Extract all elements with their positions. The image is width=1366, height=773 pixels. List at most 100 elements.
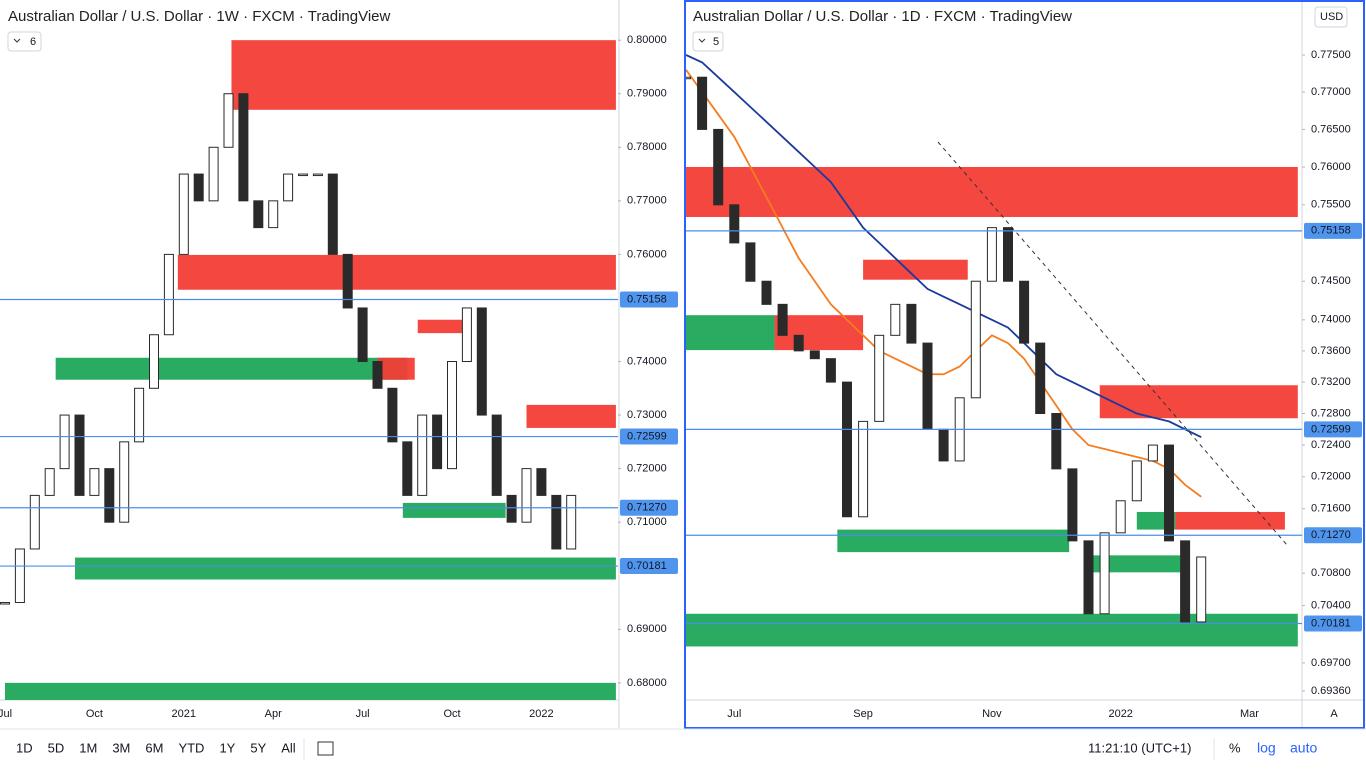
charts: 0.80000 0.79000 0.78000 0.77000 0.76000 0.740…: [0, 34, 1362, 720]
price-axis: 0.77500 0.77000 0.76500 0.76000 0.75500 0.745…: [727, 49, 1362, 720]
y-tick-label: 0.78000: [627, 141, 667, 153]
zone: [55, 357, 408, 380]
auto-scale-button[interactable]: A: [1330, 708, 1338, 720]
indicator-badge[interactable]: [7, 31, 42, 52]
candle: [312, 173, 323, 177]
level-label: 0.75158: [1311, 225, 1351, 237]
level-label: 0.72599: [627, 430, 667, 442]
candle: [357, 307, 368, 363]
candle: [761, 280, 772, 305]
candle: [1051, 413, 1062, 470]
range-buttons: 1D 5D 1M 3M 6M YTD 1Y 5Y All: [16, 740, 296, 755]
level-label: 0.71270: [627, 502, 667, 514]
candle: [1067, 468, 1078, 542]
candle: [178, 173, 189, 255]
candle: [986, 227, 997, 282]
x-tick-label: Oct: [443, 708, 460, 720]
price-axis: 0.80000 0.79000 0.78000 0.77000 0.76000 0.740…: [0, 34, 678, 720]
candle: [74, 414, 85, 496]
range-button[interactable]: 1D: [16, 740, 33, 755]
candle: [193, 173, 204, 202]
indicator-badge[interactable]: [692, 31, 724, 52]
moving-average: [686, 69, 1202, 498]
y-tick-label: 0.69700: [1311, 657, 1351, 669]
range-button[interactable]: YTD: [178, 740, 204, 755]
level-label-bg: [1304, 615, 1362, 632]
range-button[interactable]: 3M: [112, 740, 130, 755]
zone: [774, 315, 864, 351]
chart-title: Australian Dollar / U.S. Dollar · 1W · F…: [8, 8, 390, 25]
clock: 11:21:10 (UTC+1): [1088, 740, 1191, 755]
y-tick-label: 0.69360: [1311, 685, 1351, 697]
candle: [906, 303, 917, 344]
level-label-bg: [1304, 222, 1362, 239]
header-bg: [688, 2, 1088, 32]
range-button[interactable]: All: [281, 740, 296, 755]
currency-button[interactable]: [1314, 6, 1348, 28]
candle: [1083, 540, 1094, 615]
zone: [402, 502, 506, 518]
candle: [858, 420, 869, 518]
x-tick-label: Jul: [356, 708, 370, 720]
y-tick-label: 0.73000: [627, 409, 667, 421]
range-button[interactable]: 5D: [48, 740, 65, 755]
y-tick-label: 0.76000: [627, 248, 667, 260]
indicator-count[interactable]: 5: [713, 36, 719, 48]
candle: [0, 602, 10, 605]
y-tick-label: 0.77500: [1311, 49, 1351, 61]
moving-average: [686, 54, 1202, 438]
indicator-count[interactable]: 6: [30, 36, 36, 48]
zone: [231, 40, 616, 110]
header-bg: [0, 2, 380, 32]
y-tick-label: 0.72400: [1311, 439, 1351, 451]
candle: [342, 253, 353, 309]
candle: [476, 307, 487, 416]
candle: [44, 468, 55, 496]
zone: [377, 357, 415, 380]
candle: [551, 494, 562, 550]
candle: [729, 204, 740, 244]
candle: [890, 303, 901, 336]
log-button[interactable]: log: [1257, 740, 1276, 756]
candle: [29, 494, 40, 550]
candle: [432, 414, 443, 470]
candle: [874, 334, 885, 422]
auto-button[interactable]: auto: [1290, 740, 1317, 756]
level-label-bg: [620, 499, 678, 516]
candle: [268, 200, 279, 229]
level-label-bg: [620, 558, 678, 575]
candle: [149, 334, 159, 389]
level-label: 0.72599: [1311, 423, 1351, 435]
y-tick-label: 0.68000: [627, 677, 667, 689]
calendar-icon[interactable]: [317, 741, 334, 756]
y-tick-label: 0.80000: [627, 34, 667, 46]
candle: [970, 280, 981, 399]
candle: [134, 387, 145, 443]
range-button[interactable]: 6M: [145, 740, 163, 755]
x-tick-label: Nov: [982, 708, 1002, 720]
y-tick-label: 0.71600: [1311, 503, 1351, 515]
candle: [566, 494, 577, 550]
candle: [777, 303, 788, 336]
y-tick-label: 0.72800: [1311, 407, 1351, 419]
y-tick-label: 0.76000: [1311, 161, 1351, 173]
range-button[interactable]: 5Y: [250, 740, 266, 755]
trend-line: [937, 141, 1288, 546]
y-tick-label: 0.70400: [1311, 600, 1351, 612]
range-button[interactable]: 1M: [79, 740, 97, 755]
candle: [1035, 342, 1046, 415]
percent-button[interactable]: %: [1229, 740, 1241, 755]
y-tick-label: 0.73200: [1311, 376, 1351, 388]
range-button[interactable]: 1Y: [219, 740, 235, 755]
candle: [208, 146, 219, 202]
zone: [1175, 511, 1285, 530]
candle: [298, 173, 308, 177]
x-tick-label: 2022: [529, 708, 553, 720]
y-tick-label: 0.72000: [1311, 471, 1351, 483]
level-label: 0.70181: [627, 560, 667, 572]
level-label-bg: [620, 428, 678, 445]
plot: [686, 54, 1302, 647]
currency[interactable]: USD: [1320, 11, 1343, 23]
zone: [5, 682, 616, 700]
